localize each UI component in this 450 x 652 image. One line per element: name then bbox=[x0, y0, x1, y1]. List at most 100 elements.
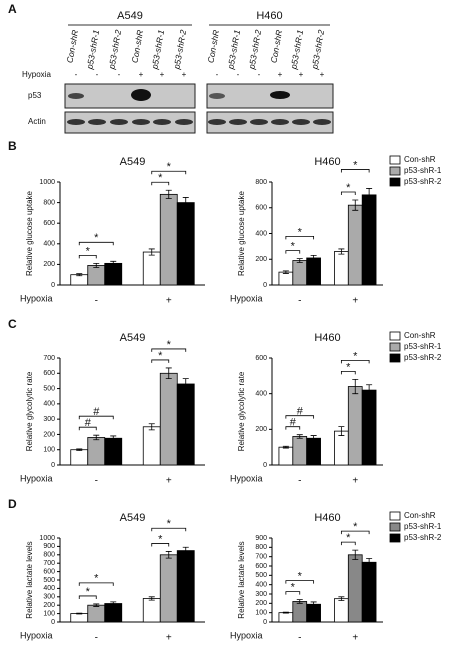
significance-bracket bbox=[78, 426, 97, 431]
bar bbox=[347, 204, 363, 286]
lane-label: Con-shR bbox=[130, 29, 146, 64]
error-bar bbox=[282, 611, 289, 614]
significance-label: * bbox=[167, 518, 172, 530]
error-bar bbox=[76, 448, 83, 451]
chart-title: H460 bbox=[314, 332, 340, 344]
bar bbox=[361, 194, 377, 286]
bar bbox=[176, 550, 195, 623]
lane-label: p53-shR-2 bbox=[246, 29, 263, 71]
x-tick-label: - bbox=[298, 633, 301, 644]
y-tick-label: 1000 bbox=[39, 179, 55, 186]
significance-bracket bbox=[285, 580, 315, 584]
error-bar bbox=[165, 189, 172, 199]
x-tick-label: - bbox=[95, 633, 98, 644]
y-tick-label: 600 bbox=[255, 355, 267, 362]
bar bbox=[70, 449, 89, 466]
significance-bracket bbox=[151, 181, 170, 186]
significance-bracket bbox=[340, 169, 370, 173]
y-tick-label: 300 bbox=[255, 591, 267, 598]
legend-swatch bbox=[389, 166, 401, 176]
bar bbox=[176, 202, 195, 286]
legend-swatch bbox=[389, 342, 401, 352]
y-tick-label: 200 bbox=[255, 426, 267, 433]
blot-frame bbox=[206, 111, 334, 134]
panel-label: B bbox=[8, 139, 17, 153]
significance-label: # bbox=[93, 406, 100, 418]
y-axis-label: Relative lactate levels bbox=[25, 541, 34, 618]
y-tick-label: 700 bbox=[43, 355, 55, 362]
significance-label: # bbox=[297, 406, 304, 418]
bar bbox=[142, 598, 161, 623]
bar bbox=[361, 389, 377, 466]
y-tick-label: 400 bbox=[43, 401, 55, 408]
significance-bracket bbox=[78, 582, 114, 586]
panel-label: C bbox=[8, 317, 17, 331]
y-tick-label: 500 bbox=[255, 572, 267, 579]
y-tick-label: 200 bbox=[43, 431, 55, 438]
y-tick-label: 400 bbox=[255, 582, 267, 589]
legend-swatch bbox=[389, 522, 401, 532]
hypoxia-sign: - bbox=[216, 70, 219, 79]
significance-bracket bbox=[285, 235, 315, 240]
lane-label: Con-shR bbox=[269, 29, 285, 64]
bar bbox=[361, 561, 377, 623]
band bbox=[270, 91, 290, 99]
significance-label: # bbox=[85, 417, 92, 429]
y-tick-label: 100 bbox=[43, 610, 55, 617]
bar bbox=[142, 426, 161, 466]
y-tick-label: 0 bbox=[51, 282, 55, 289]
y-tick-label: 800 bbox=[43, 199, 55, 206]
x-tick-label: - bbox=[298, 296, 301, 307]
significance-bracket bbox=[340, 191, 356, 196]
y-axis-label: Relative glycolytic rate bbox=[25, 371, 34, 451]
error-bar bbox=[165, 367, 172, 380]
error-bar bbox=[182, 197, 189, 209]
group-name: A549 bbox=[117, 10, 143, 22]
significance-bracket bbox=[78, 415, 114, 420]
x-axis-label: Hypoxia bbox=[20, 473, 53, 483]
hypoxia-sign: + bbox=[160, 70, 165, 79]
legend-swatch bbox=[389, 511, 401, 521]
x-tick-label: + bbox=[352, 296, 358, 307]
y-tick-label: 200 bbox=[255, 600, 267, 607]
y-axis-label: Relative lactate levels bbox=[237, 541, 246, 618]
y-tick-label: 900 bbox=[255, 535, 267, 542]
x-tick-label: + bbox=[352, 633, 358, 644]
bar bbox=[87, 437, 106, 466]
bar bbox=[104, 262, 123, 286]
significance-bracket bbox=[78, 254, 97, 259]
chart-title: A549 bbox=[120, 512, 146, 524]
significance-bracket bbox=[78, 241, 114, 246]
bar bbox=[334, 251, 349, 286]
blot-label: p53 bbox=[28, 91, 42, 100]
x-tick-label: + bbox=[352, 476, 358, 487]
error-bar bbox=[110, 601, 117, 606]
chart-title: A549 bbox=[120, 332, 146, 344]
legend-swatch bbox=[389, 177, 401, 187]
lane-label: Con-shR bbox=[65, 29, 81, 64]
y-tick-label: 600 bbox=[255, 205, 267, 212]
y-tick-label: 500 bbox=[43, 385, 55, 392]
hypoxia-sign: - bbox=[237, 70, 240, 79]
blot-frame bbox=[64, 83, 196, 109]
error-bar bbox=[165, 551, 172, 559]
group-name: H460 bbox=[256, 10, 282, 22]
bar bbox=[292, 601, 308, 623]
significance-label: * bbox=[86, 245, 91, 257]
row-label: Hypoxia bbox=[22, 70, 51, 79]
band bbox=[131, 89, 151, 101]
error-bar bbox=[296, 434, 303, 439]
band bbox=[209, 93, 225, 99]
lane-label: p53-shR-2 bbox=[309, 29, 326, 71]
bar bbox=[159, 554, 178, 623]
significance-bracket bbox=[285, 591, 301, 595]
y-tick-label: 600 bbox=[255, 563, 267, 570]
hypoxia-sign: + bbox=[278, 70, 283, 79]
x-tick-label: - bbox=[95, 476, 98, 487]
y-tick-label: 200 bbox=[255, 256, 267, 263]
x-tick-label: + bbox=[166, 633, 172, 644]
significance-bracket bbox=[285, 250, 301, 254]
bar bbox=[334, 598, 349, 623]
significance-bracket bbox=[78, 595, 97, 599]
error-bar bbox=[338, 248, 345, 255]
